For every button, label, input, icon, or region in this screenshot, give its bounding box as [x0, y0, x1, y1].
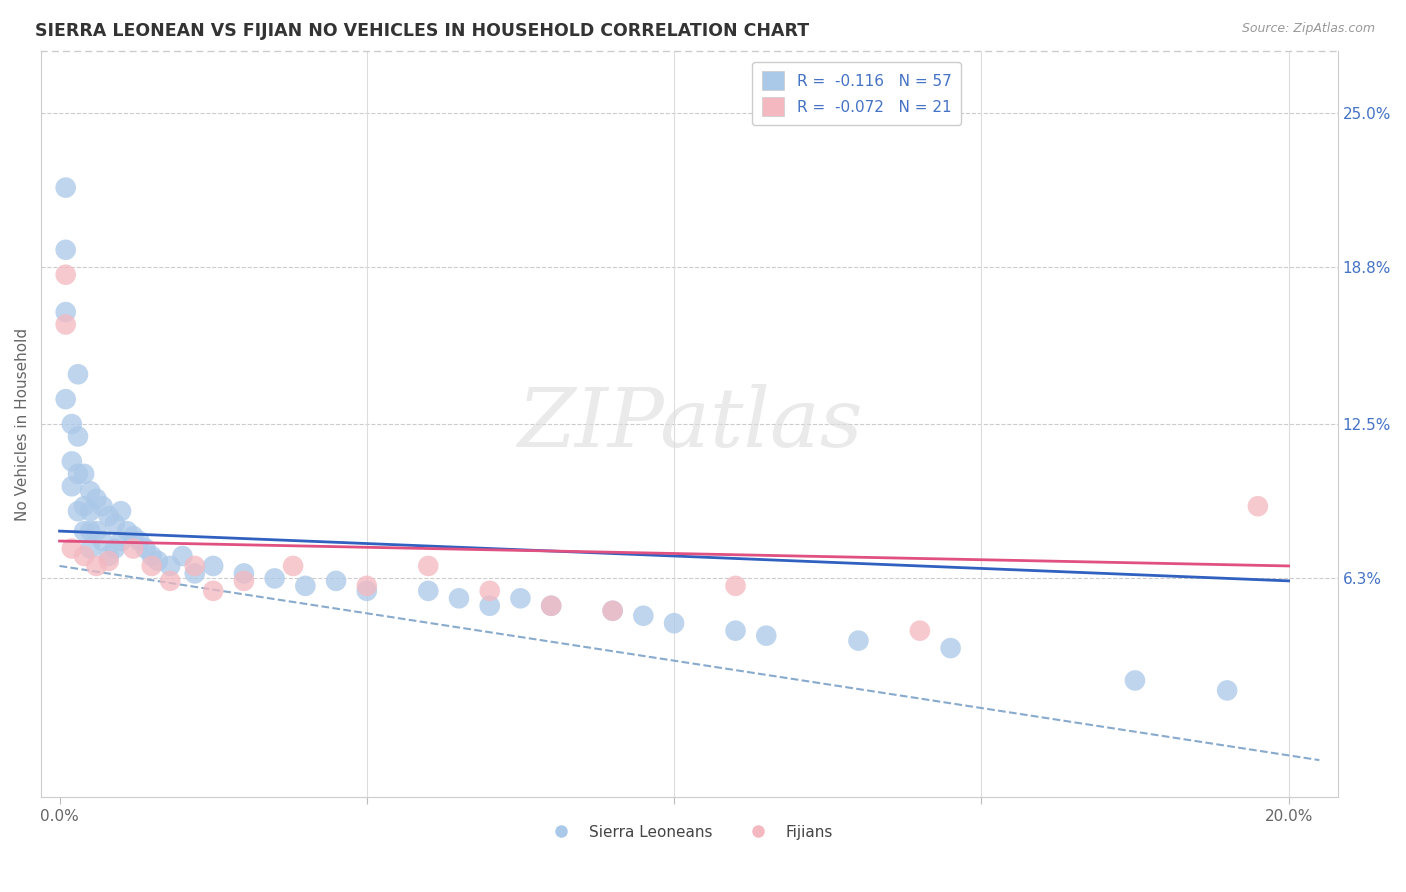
Point	[104, 541, 127, 556]
Point	[509, 591, 531, 606]
Point	[540, 599, 562, 613]
Point	[356, 579, 378, 593]
Point	[60, 417, 83, 431]
Point	[478, 599, 501, 613]
Point	[263, 571, 285, 585]
Point	[73, 467, 96, 481]
Point	[141, 549, 163, 563]
Point	[55, 268, 77, 282]
Point	[478, 583, 501, 598]
Point	[66, 429, 89, 443]
Point	[110, 504, 132, 518]
Point	[159, 558, 181, 573]
Point	[325, 574, 347, 588]
Point	[1247, 499, 1270, 513]
Point	[232, 566, 254, 581]
Point	[55, 318, 77, 332]
Point	[202, 558, 225, 573]
Point	[146, 554, 169, 568]
Point	[172, 549, 194, 563]
Point	[724, 579, 747, 593]
Point	[939, 641, 962, 656]
Text: SIERRA LEONEAN VS FIJIAN NO VEHICLES IN HOUSEHOLD CORRELATION CHART: SIERRA LEONEAN VS FIJIAN NO VEHICLES IN …	[35, 22, 810, 40]
Point	[418, 583, 440, 598]
Point	[104, 516, 127, 531]
Point	[418, 558, 440, 573]
Point	[110, 534, 132, 549]
Point	[128, 534, 150, 549]
Point	[848, 633, 870, 648]
Point	[73, 499, 96, 513]
Point	[184, 558, 207, 573]
Point	[66, 467, 89, 481]
Point	[60, 454, 83, 468]
Point	[66, 504, 89, 518]
Point	[724, 624, 747, 638]
Point	[86, 524, 108, 538]
Point	[1216, 683, 1239, 698]
Y-axis label: No Vehicles in Household: No Vehicles in Household	[15, 327, 30, 521]
Point	[294, 579, 316, 593]
Point	[79, 541, 101, 556]
Point	[159, 574, 181, 588]
Point	[141, 558, 163, 573]
Point	[79, 484, 101, 499]
Point	[633, 608, 655, 623]
Point	[122, 529, 145, 543]
Point	[540, 599, 562, 613]
Point	[1123, 673, 1146, 688]
Text: Source: ZipAtlas.com: Source: ZipAtlas.com	[1241, 22, 1375, 36]
Point	[908, 624, 931, 638]
Point	[184, 566, 207, 581]
Point	[86, 491, 108, 506]
Point	[602, 604, 624, 618]
Point	[73, 549, 96, 563]
Point	[97, 509, 120, 524]
Point	[91, 499, 114, 513]
Point	[232, 574, 254, 588]
Point	[122, 541, 145, 556]
Point	[86, 558, 108, 573]
Point	[91, 534, 114, 549]
Point	[79, 504, 101, 518]
Point	[135, 541, 157, 556]
Point	[447, 591, 470, 606]
Point	[202, 583, 225, 598]
Text: ZIPatlas: ZIPatlas	[516, 384, 862, 464]
Legend: Sierra Leoneans, Fijians: Sierra Leoneans, Fijians	[540, 819, 839, 846]
Point	[602, 604, 624, 618]
Point	[356, 583, 378, 598]
Point	[662, 616, 685, 631]
Point	[755, 629, 778, 643]
Point	[60, 541, 83, 556]
Point	[55, 392, 77, 407]
Point	[60, 479, 83, 493]
Point	[281, 558, 304, 573]
Point	[73, 524, 96, 538]
Point	[79, 524, 101, 538]
Point	[97, 549, 120, 563]
Point	[55, 180, 77, 194]
Point	[55, 243, 77, 257]
Point	[97, 554, 120, 568]
Point	[115, 524, 138, 538]
Point	[66, 368, 89, 382]
Point	[55, 305, 77, 319]
